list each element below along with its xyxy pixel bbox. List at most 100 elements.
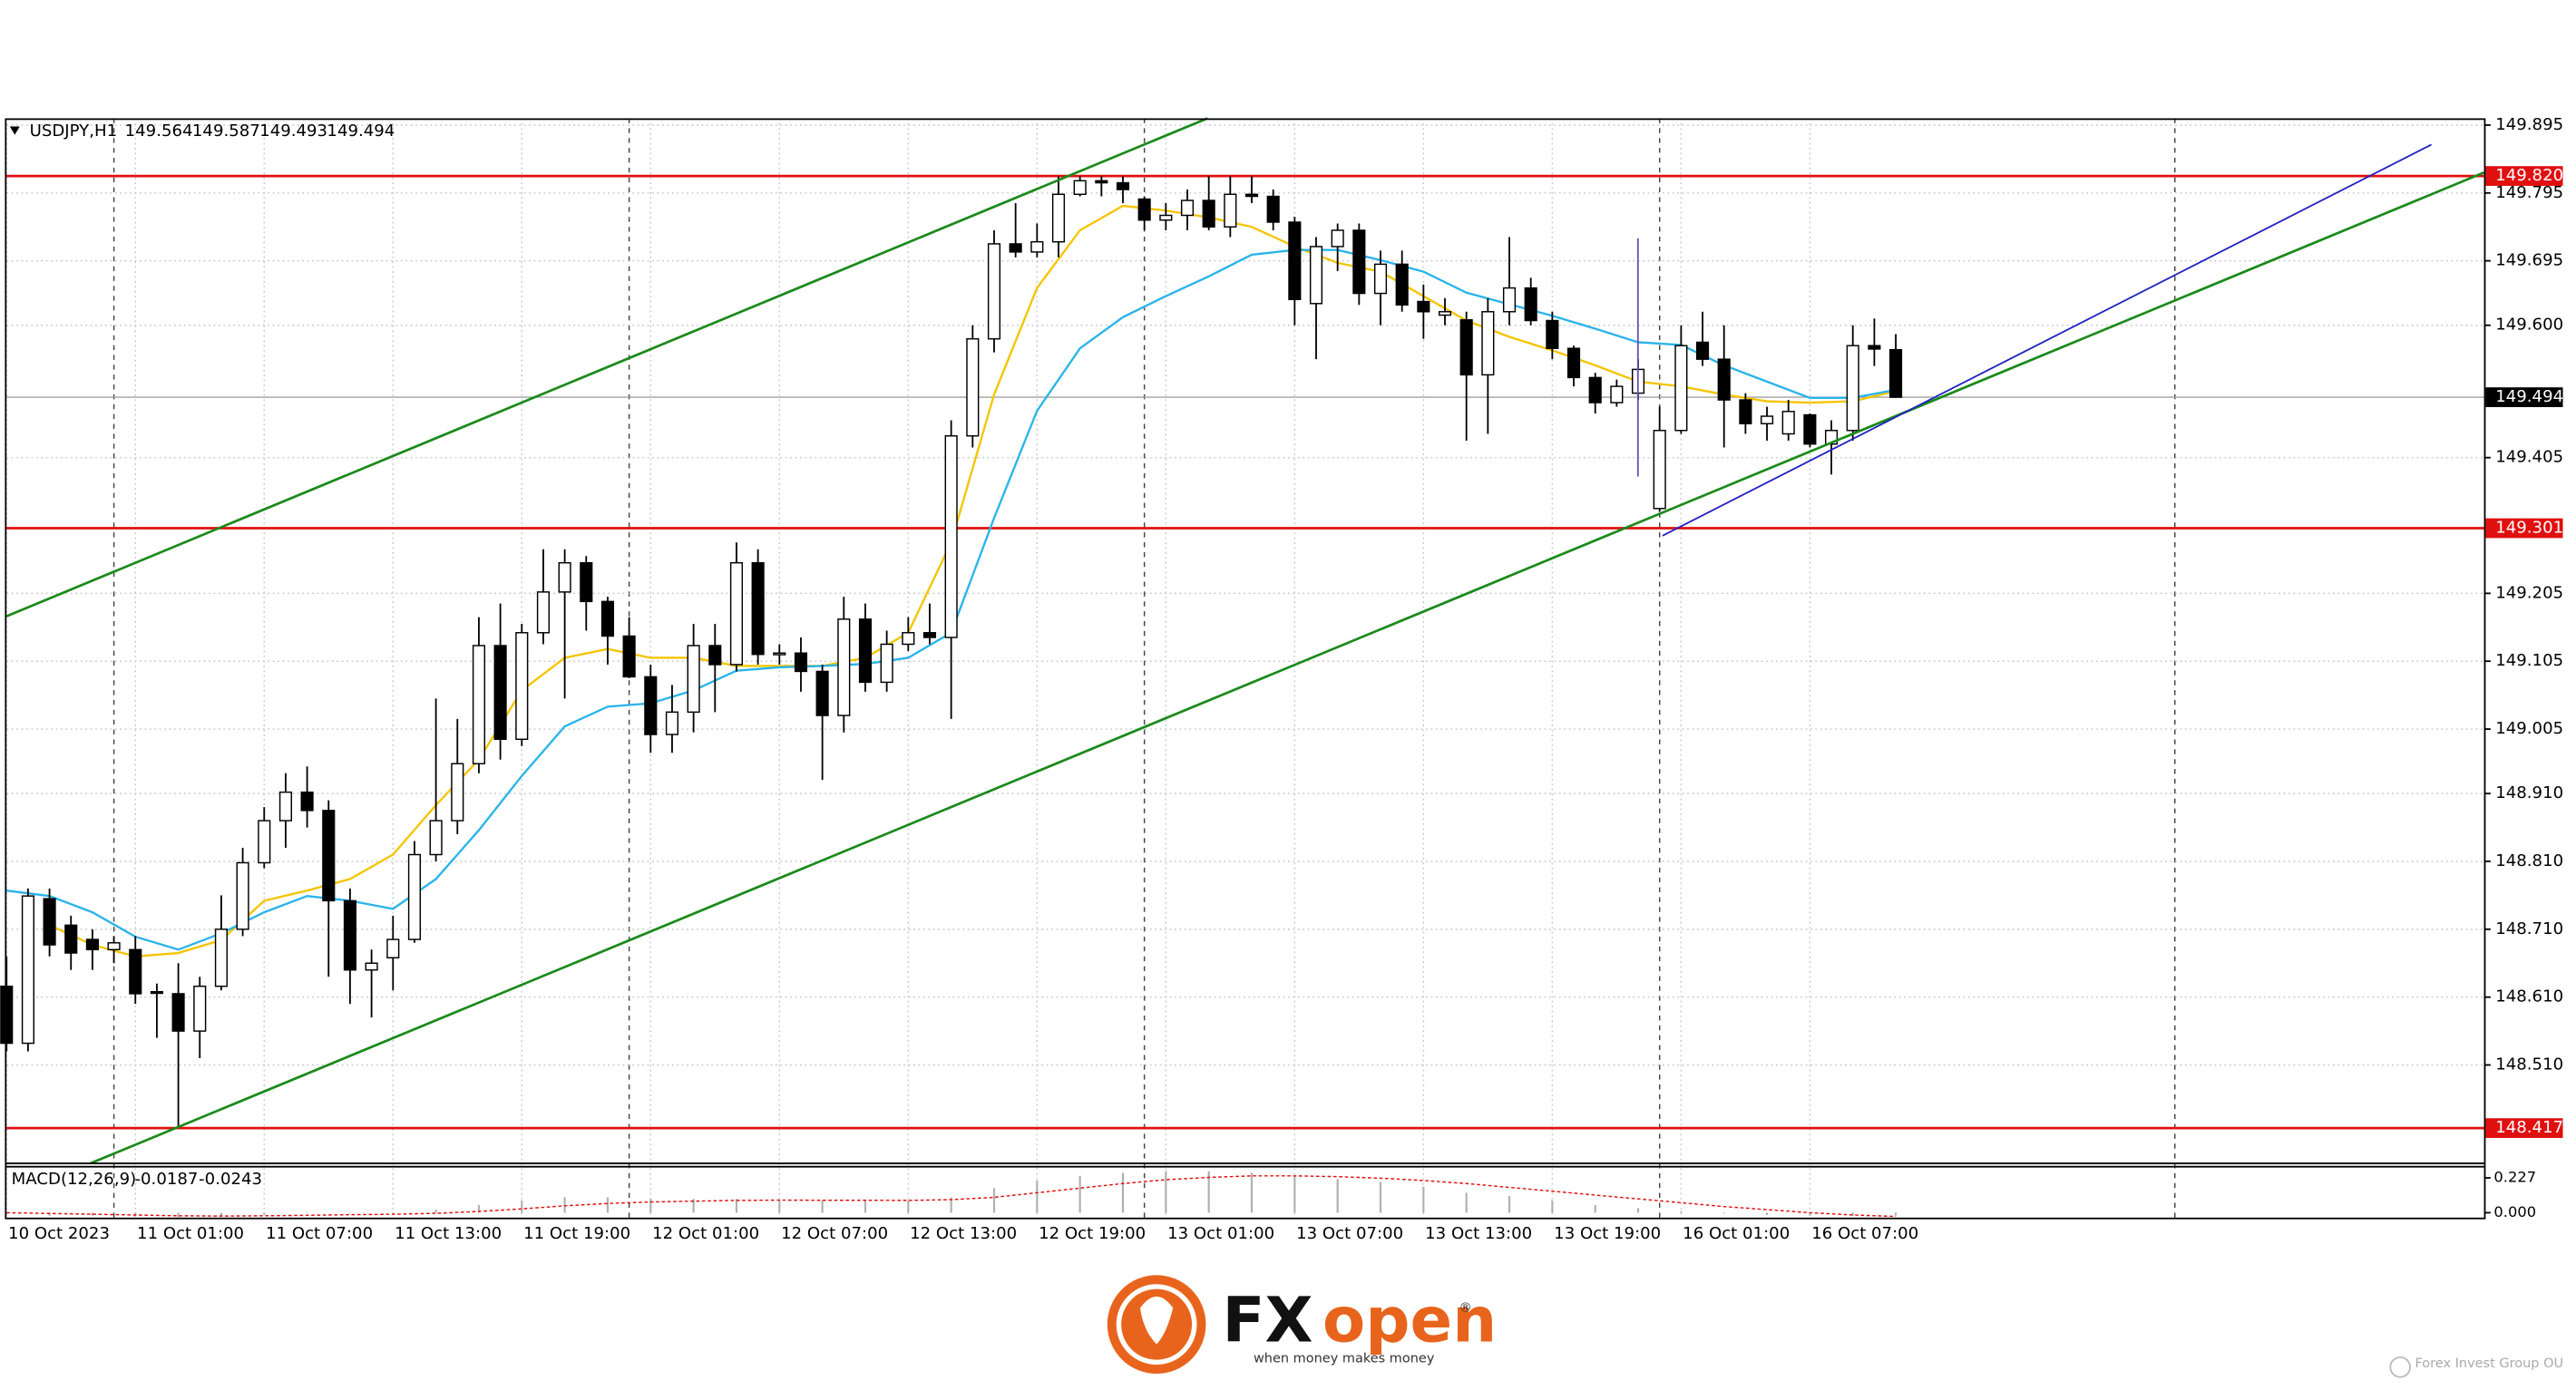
candle-body-up bbox=[665, 711, 679, 735]
macd-bar bbox=[220, 1212, 223, 1217]
candle-body-down bbox=[150, 990, 163, 995]
candle-body-down bbox=[794, 652, 808, 673]
candle-body-down bbox=[1395, 263, 1409, 306]
y-tick-label: 149.205 bbox=[2495, 583, 2563, 602]
macd-bar bbox=[263, 1212, 266, 1215]
candle-body-up bbox=[902, 632, 915, 646]
candle-body-down bbox=[64, 924, 78, 954]
macd-y-tick-label: 0.227 bbox=[2493, 1169, 2536, 1186]
company-name: Forex Invest Group OU bbox=[2415, 1356, 2564, 1371]
macd-bar bbox=[48, 1212, 51, 1216]
macd-bar bbox=[821, 1200, 824, 1213]
logo-open: open bbox=[1322, 1285, 1497, 1357]
candle-body-down bbox=[751, 561, 765, 656]
candle-body-down bbox=[1588, 376, 1602, 403]
candle-body-up bbox=[1846, 345, 1859, 432]
chart-frame bbox=[5, 118, 2486, 1220]
y-tick-label: 148.910 bbox=[2495, 783, 2563, 802]
candle-body-down bbox=[1803, 413, 1817, 445]
candle-body-down bbox=[1417, 300, 1430, 313]
macd-bar bbox=[392, 1212, 395, 1213]
macd-bar bbox=[1551, 1200, 1554, 1213]
level-label: 149.301 bbox=[2495, 519, 2563, 538]
candle-body-up bbox=[536, 591, 551, 634]
macd-bar bbox=[1036, 1180, 1039, 1213]
candle-body-up bbox=[429, 820, 443, 856]
macd-bar bbox=[1250, 1172, 1254, 1213]
candle-body-down bbox=[1566, 347, 1581, 379]
candle-body-up bbox=[1373, 263, 1388, 295]
x-tick-label: 12 Oct 07:00 bbox=[781, 1224, 888, 1243]
candle-body-down bbox=[580, 561, 593, 603]
candle-body-down bbox=[1288, 221, 1302, 301]
candle-body-up bbox=[687, 645, 700, 714]
macd-bar bbox=[1165, 1171, 1167, 1213]
candle-body-up bbox=[729, 561, 744, 666]
candle-body-down bbox=[343, 899, 357, 971]
candle-body-up bbox=[1030, 240, 1044, 253]
candle-body-up bbox=[558, 561, 571, 593]
candle-body-up bbox=[365, 962, 378, 971]
candle-body-down bbox=[600, 600, 615, 637]
candle-body-up bbox=[214, 928, 228, 987]
y-tick-label: 148.510 bbox=[2495, 1055, 2563, 1074]
candle-body-down bbox=[858, 618, 873, 684]
candle-body-down bbox=[622, 635, 636, 678]
macd-bar bbox=[1508, 1195, 1511, 1213]
candle-body-up bbox=[1781, 411, 1795, 435]
symbol-title: USDJPY,H1 bbox=[30, 122, 117, 141]
x-tick-label: 13 Oct 13:00 bbox=[1425, 1224, 1532, 1243]
candle-body-up bbox=[1073, 180, 1087, 196]
candle-body-up bbox=[1481, 311, 1495, 376]
macd-bar bbox=[864, 1200, 867, 1213]
channel-lower bbox=[90, 171, 2485, 1165]
candle-body-down bbox=[1009, 243, 1022, 253]
candle-body-down bbox=[708, 645, 722, 666]
candle-body-down bbox=[1546, 319, 1559, 349]
ohlc-low: 149.493 bbox=[259, 122, 327, 141]
candle-body-down bbox=[1202, 199, 1215, 228]
candle-body-up bbox=[1610, 385, 1624, 403]
candle-body-up bbox=[386, 938, 400, 958]
candle-body-down bbox=[1244, 193, 1259, 198]
y-tick-label: 148.610 bbox=[2495, 987, 2563, 1006]
candle-body-down bbox=[1524, 287, 1537, 322]
macd-bar bbox=[1293, 1175, 1296, 1213]
candle-body-up bbox=[472, 645, 486, 764]
candle-body-up bbox=[515, 632, 529, 741]
candle-body-down bbox=[43, 898, 56, 946]
y-tick-label: 149.795 bbox=[2495, 183, 2563, 202]
macd-bar bbox=[1894, 1212, 1898, 1216]
candle-body-down bbox=[1717, 358, 1731, 401]
ohlc-open: 149.564 bbox=[125, 122, 193, 141]
candle-body-down bbox=[322, 810, 336, 902]
x-tick-label: 16 Oct 07:00 bbox=[1811, 1224, 1918, 1243]
logo-emblem-ring bbox=[1116, 1284, 1197, 1366]
candle-body-up bbox=[193, 985, 207, 1032]
macd-bar bbox=[91, 1212, 94, 1216]
macd-bar bbox=[1336, 1179, 1339, 1213]
x-tick-label: 11 Oct 07:00 bbox=[266, 1224, 373, 1243]
candle-body-down bbox=[815, 670, 829, 716]
logo-emblem-mark bbox=[1139, 1296, 1174, 1345]
level-label: 148.417 bbox=[2495, 1118, 2563, 1137]
candle-body-down bbox=[922, 632, 937, 638]
level-label: 149.820 bbox=[2495, 166, 2563, 185]
macd-bar bbox=[306, 1212, 308, 1214]
logo: FX open ® when money makes money bbox=[1107, 1275, 1497, 1375]
macd-bar bbox=[778, 1200, 781, 1213]
candle-body-down bbox=[1095, 180, 1108, 184]
candle-body-down bbox=[1137, 198, 1151, 221]
macd-bar bbox=[606, 1197, 610, 1213]
macd-bar bbox=[477, 1204, 481, 1213]
macd-bar bbox=[1765, 1212, 1769, 1215]
macd-bar bbox=[1207, 1171, 1210, 1213]
x-tick-label: 13 Oct 19:00 bbox=[1554, 1224, 1661, 1243]
candle-body-up bbox=[987, 243, 1001, 340]
current-price-label: 149.494 bbox=[2495, 387, 2563, 406]
candle-body-up bbox=[1674, 345, 1688, 432]
x-tick-label: 11 Oct 13:00 bbox=[395, 1224, 502, 1243]
macd-bar bbox=[1851, 1212, 1854, 1216]
macd-bar bbox=[649, 1199, 652, 1213]
candle-body-up bbox=[880, 643, 893, 684]
